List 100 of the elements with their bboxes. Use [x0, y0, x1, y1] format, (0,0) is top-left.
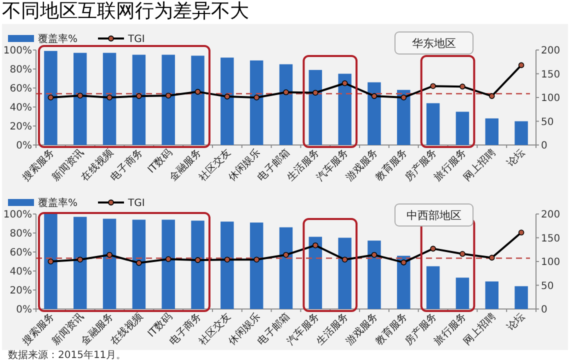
y-tick-label: 60% — [10, 248, 32, 258]
bar — [514, 286, 528, 309]
point — [136, 93, 142, 99]
bar — [191, 56, 204, 145]
bar — [132, 54, 146, 145]
annotation: 中西部地区 — [406, 209, 462, 222]
point — [460, 84, 466, 90]
y-tick-label: 0% — [16, 140, 32, 152]
y2-tick-label: 50 — [541, 280, 554, 292]
point — [77, 92, 84, 98]
point — [518, 230, 524, 236]
y2-tick-label: 200 — [541, 46, 560, 56]
point — [430, 83, 436, 89]
bar — [426, 103, 440, 145]
point — [254, 94, 260, 100]
y-tick-label: 80% — [10, 64, 32, 76]
annotation: 华东地区 — [412, 37, 456, 50]
point — [283, 89, 289, 96]
point — [48, 94, 54, 100]
point — [460, 251, 466, 257]
bar — [308, 236, 322, 309]
y2-tick-label: 150 — [541, 69, 560, 80]
bar — [44, 214, 58, 309]
bar — [338, 74, 352, 145]
source-note: 数据来源：2015年11月。 — [8, 349, 126, 360]
bar — [162, 220, 175, 309]
point — [165, 92, 172, 98]
point — [283, 252, 289, 258]
point — [194, 88, 201, 95]
y-tick-label: 40% — [10, 266, 32, 278]
y2-tick-label: 0 — [541, 304, 548, 316]
bar — [426, 266, 440, 309]
x-tick-label: 论坛 — [504, 310, 528, 334]
bar — [338, 238, 352, 309]
bar — [514, 121, 528, 145]
point — [342, 256, 348, 262]
point — [224, 256, 230, 262]
point — [371, 252, 378, 258]
y2-tick-label: 0 — [541, 140, 548, 152]
point — [400, 94, 407, 100]
legend-label: TGI — [127, 198, 145, 209]
y2-tick-label: 100 — [541, 93, 560, 104]
y-tick-label: 20% — [10, 286, 32, 296]
point — [106, 94, 112, 100]
x-tick-label: 论坛 — [504, 146, 528, 170]
bar — [397, 256, 410, 309]
point — [77, 256, 84, 262]
point — [48, 258, 54, 264]
y2-tick-label: 50 — [541, 116, 554, 128]
bar — [279, 227, 293, 309]
bar — [74, 216, 87, 309]
point — [430, 246, 436, 252]
point — [518, 62, 524, 68]
bar — [456, 112, 470, 145]
y2-tick-label: 150 — [541, 233, 560, 244]
legend-label: 覆盖率% — [38, 197, 78, 209]
bar — [191, 220, 204, 309]
y2-tick-label: 100 — [541, 257, 560, 268]
point — [254, 256, 260, 262]
bar — [132, 220, 146, 309]
y-tick-label: 40% — [10, 102, 32, 114]
bar — [456, 278, 470, 309]
point — [194, 257, 201, 263]
point — [400, 260, 407, 266]
point — [488, 93, 495, 99]
y-tick-label: 80% — [10, 228, 32, 240]
bar — [368, 82, 381, 145]
bar — [162, 54, 175, 145]
y2-tick-label: 200 — [541, 210, 560, 220]
y-tick-label: 60% — [10, 84, 32, 94]
bar — [74, 52, 87, 145]
y-tick-label: 100% — [3, 210, 32, 220]
bar — [368, 240, 381, 309]
bar — [220, 58, 234, 145]
point — [488, 254, 495, 261]
y-tick-label: 0% — [16, 304, 32, 316]
y-tick-label: 100% — [3, 46, 32, 56]
bar — [308, 70, 322, 145]
point — [165, 256, 172, 262]
bar — [485, 118, 498, 145]
point — [312, 242, 318, 248]
legend-label: 覆盖率% — [38, 33, 78, 45]
bar — [397, 90, 410, 145]
bar — [102, 218, 116, 309]
chart-title: 不同地区互联网行为差异不大 — [2, 0, 249, 22]
point — [312, 90, 318, 96]
bar — [250, 60, 264, 145]
point — [371, 93, 378, 99]
bar — [102, 52, 116, 145]
point — [106, 252, 112, 258]
bar — [485, 281, 498, 309]
bar — [250, 222, 264, 309]
point — [224, 94, 230, 100]
bar — [220, 222, 234, 309]
y-tick-label: 20% — [10, 122, 32, 132]
bar — [279, 64, 293, 145]
point — [342, 80, 348, 86]
point — [136, 260, 142, 266]
bar — [44, 50, 58, 145]
legend-label: TGI — [127, 34, 145, 45]
